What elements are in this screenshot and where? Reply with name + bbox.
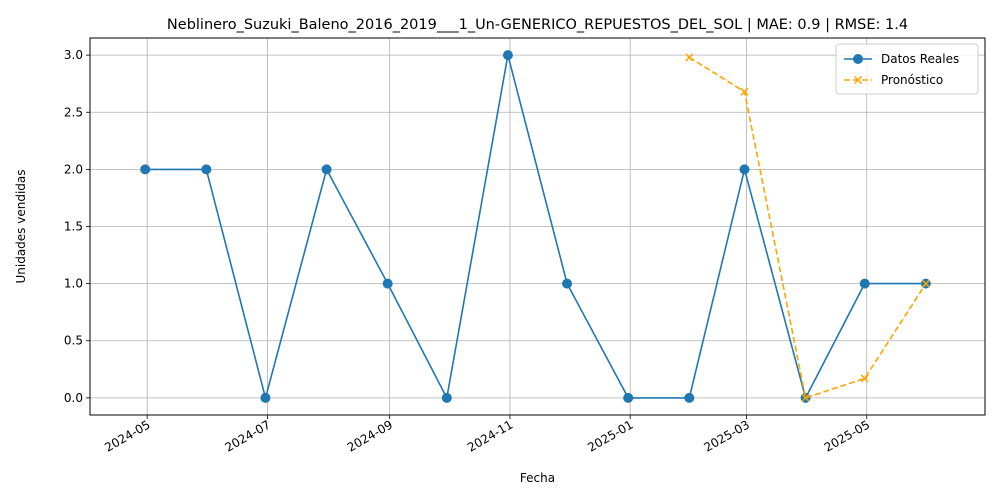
series-actual xyxy=(140,50,931,403)
grid-lines xyxy=(90,38,985,415)
y-axis: 0.0 0.5 1.0 1.5 2.0 2.5 3.0 xyxy=(64,48,90,405)
marker-stroke xyxy=(740,87,749,96)
x-axis: 2024-05 2024-07 2024-09 2024-11 2025-01 2025-… xyxy=(102,415,872,455)
chart-title: Neblinero_Suzuki_Baleno_2016_2019___1_Un… xyxy=(167,17,908,33)
legend: Datos Reales Pronóstico xyxy=(835,43,979,95)
x-tick-label: 2025-05 xyxy=(822,417,872,454)
data-point xyxy=(260,392,271,403)
data-point xyxy=(382,278,393,289)
y-tick-label: 0.5 xyxy=(64,334,83,348)
data-point xyxy=(502,50,513,61)
x-tick-label: 2024-11 xyxy=(465,417,515,454)
legend-marker xyxy=(853,75,863,85)
legend-label: Datos Reales xyxy=(881,52,959,66)
legend-label: Pronóstico xyxy=(881,73,943,87)
legend-marker xyxy=(853,54,863,64)
data-point xyxy=(860,374,869,383)
data-point xyxy=(201,164,212,175)
y-tick-label: 3.0 xyxy=(64,48,83,62)
x-tick-label: 2024-05 xyxy=(102,417,152,454)
marker-stroke xyxy=(801,393,810,402)
data-point xyxy=(859,278,870,289)
y-tick-label: 2.5 xyxy=(64,105,83,119)
y-tick-label: 0.0 xyxy=(64,391,83,405)
x-tick-label: 2025-03 xyxy=(702,417,752,454)
x-tick-label: 2024-07 xyxy=(222,417,272,454)
marker-stroke xyxy=(853,75,863,85)
x-tick-label: 2025-01 xyxy=(585,417,635,454)
data-point xyxy=(441,392,452,403)
marker-stroke xyxy=(921,279,930,288)
data-point xyxy=(801,393,810,402)
series-forecast xyxy=(685,53,930,402)
x-axis-label: Fecha xyxy=(520,471,555,485)
data-point xyxy=(321,164,332,175)
series-layer xyxy=(140,50,931,403)
data-point xyxy=(739,164,750,175)
data-point xyxy=(740,87,749,96)
data-point xyxy=(921,279,930,288)
marker-stroke xyxy=(685,53,694,62)
y-tick-label: 1.0 xyxy=(64,277,83,291)
data-point xyxy=(684,392,695,403)
legend-box xyxy=(835,43,979,95)
data-point xyxy=(562,278,573,289)
y-tick-label: 2.0 xyxy=(64,162,83,176)
data-point xyxy=(685,53,694,62)
x-tick-label: 2024-09 xyxy=(345,417,395,454)
y-tick-label: 1.5 xyxy=(64,220,83,234)
marker-stroke xyxy=(860,374,869,383)
series-line xyxy=(145,54,926,402)
y-axis-label: Unidades vendidas xyxy=(14,169,28,283)
data-point xyxy=(140,164,151,175)
data-point xyxy=(623,392,634,403)
series-line xyxy=(688,56,927,399)
